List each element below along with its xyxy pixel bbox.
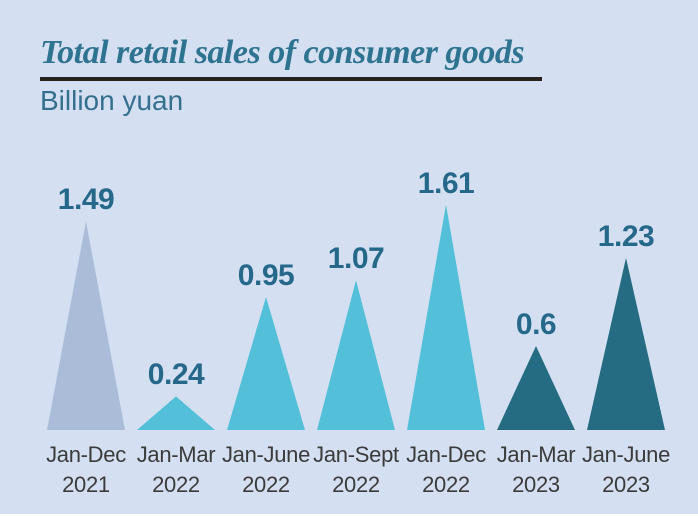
category-year: 2023	[602, 472, 650, 497]
category-label: Jan-June 2022	[221, 440, 311, 500]
value-label: 1.23	[597, 219, 655, 253]
triangle-bar	[137, 396, 215, 430]
category-year: 2022	[332, 472, 380, 497]
unit-label: Billion yuan	[40, 85, 184, 116]
category-label: Jan-Dec 2021	[41, 440, 131, 500]
category-year: 2022	[422, 472, 470, 497]
chart-column: 1.61	[401, 166, 491, 430]
value-label: 1.49	[57, 183, 115, 217]
triangle-bar	[497, 346, 575, 430]
category-period: Jan-June	[581, 442, 671, 467]
category-period: Jan-Dec	[46, 442, 126, 467]
category-label: Jan-Mar 2022	[131, 440, 221, 500]
value-label: 1.07	[327, 242, 385, 276]
chart-column: 1.23	[581, 219, 671, 430]
value-label: 1.61	[417, 166, 475, 200]
triangle-bar	[317, 280, 395, 430]
title-underline	[40, 77, 542, 81]
category-label: Jan-Mar 2023	[491, 440, 581, 500]
category-year: 2022	[152, 472, 200, 497]
category-period: Jan-Dec	[406, 442, 486, 467]
category-label: Jan-Sept 2022	[311, 440, 401, 500]
category-period: Jan-Mar	[496, 442, 576, 467]
page-title: Total retail sales of consumer goods	[40, 34, 525, 71]
category-label: Jan-June 2023	[581, 440, 671, 500]
category-axis: Jan-Dec 2021 Jan-Mar 2022 Jan-June 2022 …	[41, 440, 671, 500]
category-period: Jan-Mar	[136, 442, 216, 467]
triangle-bar	[407, 204, 485, 430]
triangle-bar	[587, 257, 665, 430]
triangle-bar-chart: 1.49 0.24 0.95 1.07 1.61 0.6 1.23	[41, 140, 671, 430]
value-label: 0.6	[515, 308, 557, 341]
bottom-edge-strip	[0, 514, 698, 516]
category-period: Jan-Sept	[313, 442, 399, 467]
triangle-bar	[47, 221, 125, 430]
value-label: 0.95	[237, 259, 295, 292]
triangle-bar	[227, 297, 305, 430]
category-label: Jan-Dec 2022	[401, 440, 491, 500]
category-year: 2021	[62, 472, 110, 497]
chart-column: 0.24	[131, 360, 221, 430]
category-year: 2022	[242, 472, 290, 497]
chart-column: 0.6	[491, 310, 581, 430]
category-year: 2023	[512, 472, 560, 497]
chart-column: 1.07	[311, 244, 401, 430]
value-label: 0.24	[147, 358, 205, 392]
category-period: Jan-June	[221, 442, 311, 467]
chart-column: 0.95	[221, 261, 311, 430]
chart-column: 1.49	[41, 185, 131, 430]
